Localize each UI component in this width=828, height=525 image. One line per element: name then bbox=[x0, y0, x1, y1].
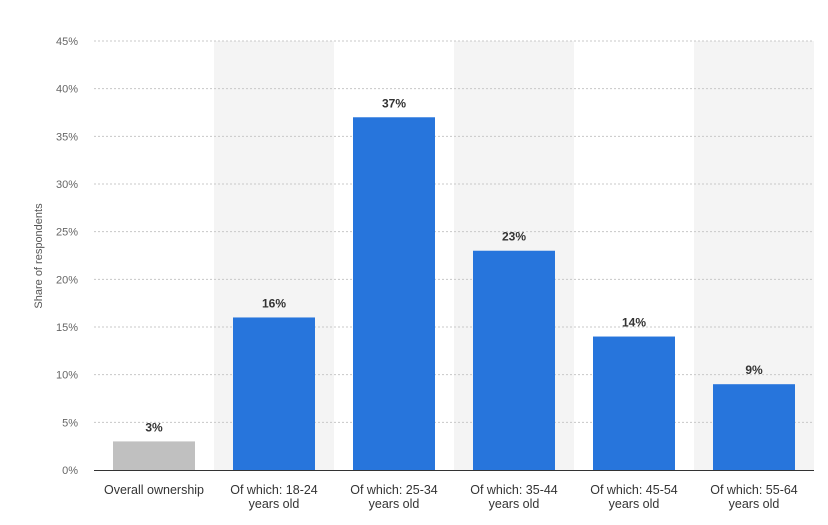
data-label: 14% bbox=[622, 316, 646, 330]
y-tick-label: 45% bbox=[56, 36, 78, 48]
data-label: 9% bbox=[745, 363, 763, 377]
y-tick-label: 40% bbox=[56, 84, 78, 96]
y-tick-label: 10% bbox=[56, 370, 78, 382]
bar bbox=[593, 336, 675, 470]
x-tick-label: Of which: 18-24 years old bbox=[230, 483, 318, 511]
bar bbox=[713, 384, 795, 470]
bar bbox=[353, 117, 435, 471]
y-tick-label: 0% bbox=[62, 465, 78, 477]
x-tick-label: Overall ownership bbox=[104, 483, 204, 497]
bar bbox=[233, 317, 315, 470]
x-tick-label: Of which: 35-44 years old bbox=[470, 483, 558, 511]
y-tick-label: 20% bbox=[56, 274, 78, 286]
y-axis-ticks: 0% 5% 10% 15% 20% 25% 30% 35% 40% 45% bbox=[56, 36, 78, 477]
y-axis-title: Share of respondents bbox=[33, 203, 45, 309]
bar bbox=[473, 250, 555, 470]
y-tick-label: 35% bbox=[56, 131, 78, 143]
bar bbox=[113, 441, 195, 470]
x-tick-label: Of which: 25-34 years old bbox=[350, 483, 438, 511]
bars bbox=[113, 117, 795, 471]
y-tick-label: 5% bbox=[62, 417, 78, 429]
y-tick-label: 30% bbox=[56, 179, 78, 191]
gridlines bbox=[94, 40, 814, 423]
data-label: 16% bbox=[262, 296, 286, 310]
data-label: 23% bbox=[502, 230, 526, 244]
y-tick-label: 15% bbox=[56, 322, 78, 334]
data-label: 3% bbox=[145, 420, 163, 434]
x-tick-label: Of which: 55-64 years old bbox=[710, 483, 798, 511]
data-labels: 3% 16% 37% 23% 14% 9% bbox=[145, 96, 763, 434]
x-axis-ticks: Overall ownership Of which: 18-24 years ol… bbox=[104, 483, 798, 511]
x-tick-label: Of which: 45-54 years old bbox=[590, 483, 678, 511]
y-tick-label: 25% bbox=[56, 227, 78, 239]
data-label: 37% bbox=[382, 96, 406, 110]
